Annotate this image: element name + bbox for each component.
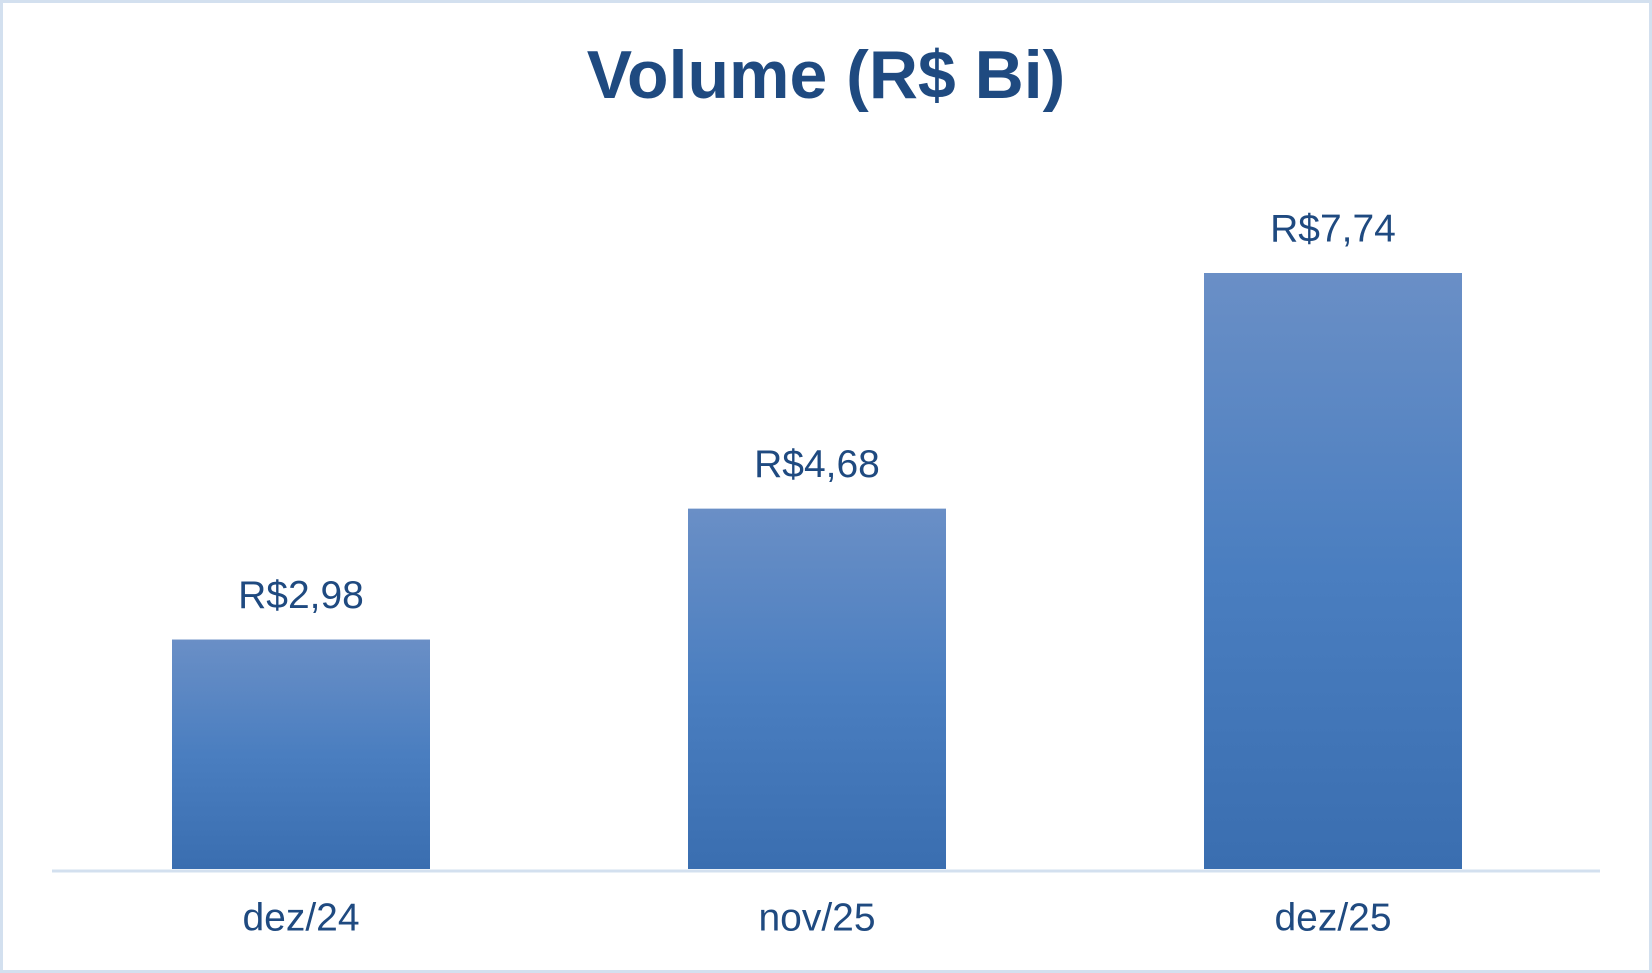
bar: [688, 508, 946, 869]
chart-title: Volume (R$ Bi): [587, 37, 1066, 113]
bar: [1204, 273, 1462, 869]
value-label: R$4,68: [754, 443, 880, 486]
value-label: R$2,98: [238, 574, 364, 617]
x-tick-label: nov/25: [758, 896, 875, 939]
x-tick-label: dez/25: [1274, 896, 1391, 939]
value-label: R$7,74: [1270, 207, 1396, 250]
x-tick-label: dez/24: [242, 896, 359, 939]
bar: [172, 639, 430, 869]
